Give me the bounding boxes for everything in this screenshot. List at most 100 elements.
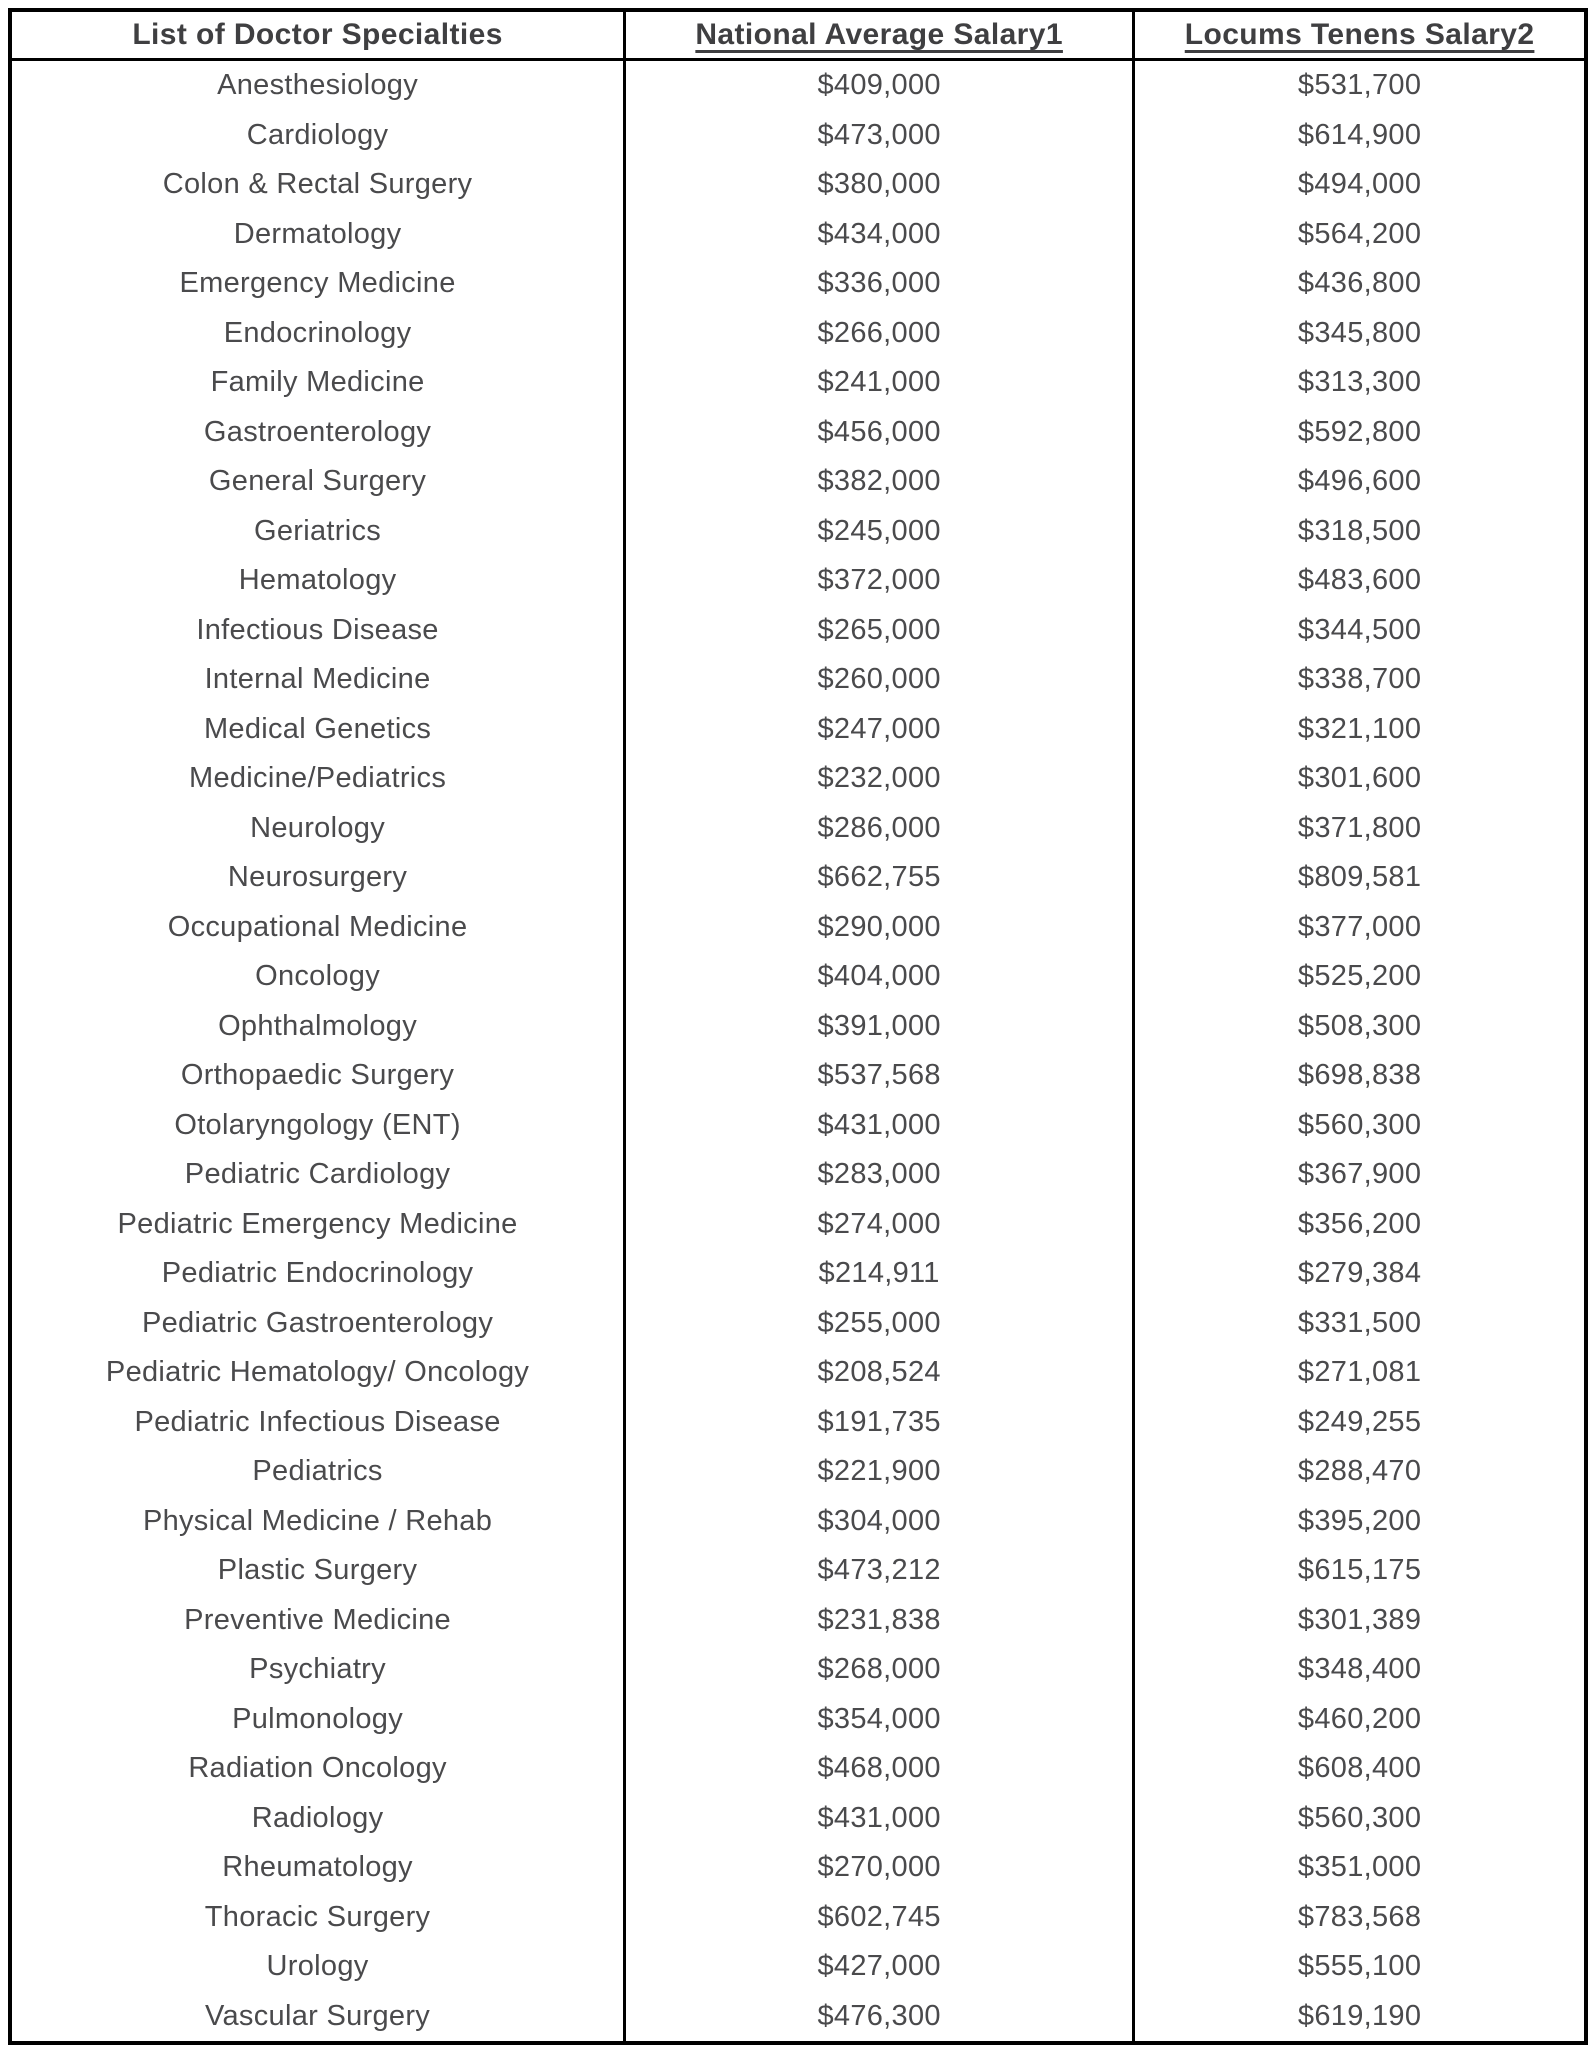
specialty-cell: Otolaryngology (ENT) (174, 1108, 461, 1141)
national-average-salary-cell: $304,000 (623, 1496, 1134, 1546)
table-row: Neurology $286,000 $371,800 (10, 803, 1586, 853)
national-average-salary-cell: $473,000 (623, 110, 1134, 160)
national-average-salary-cell: $391,000 (623, 1001, 1134, 1051)
locums-tenens-salary-cell: $783,568 (1132, 1892, 1586, 1942)
national-average-salary-cell: $382,000 (623, 457, 1134, 507)
national-average-salary-cell: $283,000 (623, 1150, 1134, 1200)
national-average-salary-cell: $290,000 (623, 902, 1134, 952)
table-row: Internal Medicine $260,000 $338,700 (10, 655, 1586, 705)
locums-tenens-salary-cell: $313,300 (1132, 358, 1586, 408)
table-row: Pulmonology $354,000 $460,200 (10, 1694, 1586, 1744)
table-row: Ophthalmology $391,000 $508,300 (10, 1001, 1586, 1051)
national-average-salary-cell: $266,000 (623, 308, 1134, 358)
specialty-cell: Internal Medicine (204, 663, 431, 696)
locums-tenens-salary-cell: $279,384 (1132, 1249, 1586, 1299)
national-average-salary-cell: $537,568 (623, 1051, 1134, 1101)
specialty-cell: Pulmonology (232, 1702, 404, 1735)
table-header: List of Doctor Specialties National Aver… (10, 10, 1586, 61)
specialty-cell: Medicine/Pediatrics (188, 762, 447, 795)
specialty-cell: Vascular Surgery (205, 1999, 431, 2032)
national-average-salary-cell: $270,000 (623, 1843, 1134, 1893)
specialty-cell: Physical Medicine / Rehab (142, 1504, 493, 1537)
header-row: List of Doctor Specialties National Aver… (10, 10, 1586, 61)
specialty-cell: Rheumatology (222, 1851, 413, 1884)
table-row: Radiology $431,000 $560,300 (10, 1793, 1586, 1843)
specialty-cell: Anesthesiology (217, 69, 418, 102)
locums-tenens-salary-cell: $344,500 (1132, 605, 1586, 655)
header-locums-tenens-salary: Locums Tenens Salary2 (1132, 10, 1586, 61)
table-row: Cardiology $473,000 $614,900 (10, 110, 1586, 160)
national-average-salary-cell: $260,000 (623, 655, 1134, 705)
national-average-salary-cell: $431,000 (623, 1793, 1134, 1843)
national-average-salary-cell: $404,000 (623, 952, 1134, 1002)
specialty-cell: Gastroenterology (203, 415, 432, 448)
specialty-cell: Family Medicine (210, 366, 425, 399)
specialty-cell: Pediatric Cardiology (184, 1158, 451, 1191)
locums-tenens-salary-cell: $321,100 (1132, 704, 1586, 754)
national-average-salary-cell: $434,000 (623, 209, 1134, 259)
table-row: Radiation Oncology $468,000 $608,400 (10, 1744, 1586, 1794)
locums-tenens-salary-cell: $560,300 (1132, 1100, 1586, 1150)
table-row: Oncology $404,000 $525,200 (10, 952, 1586, 1002)
national-average-salary-cell: $336,000 (623, 259, 1134, 309)
specialty-cell: Occupational Medicine (167, 910, 468, 943)
table-row: Anesthesiology $409,000 $531,700 (10, 59, 1586, 111)
table-row: Pediatric Hematology/ Oncology $208,524 $2… (10, 1348, 1586, 1398)
specialty-cell: Ophthalmology (218, 1009, 418, 1042)
locums-tenens-salary-cell: $338,700 (1132, 655, 1586, 705)
table-row: General Surgery $382,000 $496,600 (10, 457, 1586, 507)
locums-tenens-salary-cell: $619,190 (1132, 1991, 1586, 2043)
table-row: Preventive Medicine $231,838 $301,389 (10, 1595, 1586, 1645)
national-average-salary-cell: $232,000 (623, 754, 1134, 804)
table-row: Pediatric Emergency Medicine $274,000 $356… (10, 1199, 1586, 1249)
table-row: Plastic Surgery $473,212 $615,175 (10, 1546, 1586, 1596)
national-average-salary-cell: $241,000 (623, 358, 1134, 408)
national-average-salary-cell: $468,000 (623, 1744, 1134, 1794)
table-row: Occupational Medicine $290,000 $377,000 (10, 902, 1586, 952)
specialty-cell: General Surgery (208, 465, 427, 498)
specialty-cell: Pediatric Infectious Disease (134, 1405, 501, 1438)
locums-tenens-salary-cell: $531,700 (1132, 59, 1586, 111)
table-row: Pediatric Endocrinology $214,911 $279,384 (10, 1249, 1586, 1299)
specialty-cell: Plastic Surgery (217, 1554, 418, 1587)
table-row: Medical Genetics $247,000 $321,100 (10, 704, 1586, 754)
specialty-cell: Hematology (238, 564, 397, 597)
table-row: Thoracic Surgery $602,745 $783,568 (10, 1892, 1586, 1942)
national-average-salary-cell: $427,000 (623, 1942, 1134, 1992)
national-average-salary-cell: $191,735 (623, 1397, 1134, 1447)
national-average-salary-cell: $473,212 (623, 1546, 1134, 1596)
national-average-salary-cell: $231,838 (623, 1595, 1134, 1645)
header-locums-tenens-salary-label: Locums Tenens Salary2 (1184, 18, 1535, 51)
national-average-salary-cell: $268,000 (623, 1645, 1134, 1695)
header-specialties: List of Doctor Specialties (10, 10, 625, 61)
specialty-cell: Urology (266, 1950, 369, 1983)
table-row: Gastroenterology $456,000 $592,800 (10, 407, 1586, 457)
locums-tenens-salary-cell: $608,400 (1132, 1744, 1586, 1794)
national-average-salary-cell: $255,000 (623, 1298, 1134, 1348)
specialty-cell: Emergency Medicine (179, 267, 456, 300)
specialty-cell: Oncology (255, 960, 381, 993)
locums-tenens-salary-cell: $367,900 (1132, 1150, 1586, 1200)
specialty-cell: Radiology (251, 1801, 384, 1834)
national-average-salary-cell: $274,000 (623, 1199, 1134, 1249)
national-average-salary-cell: $662,755 (623, 853, 1134, 903)
table-row: Pediatric Gastroenterology $255,000 $331,5… (10, 1298, 1586, 1348)
national-average-salary-cell: $214,911 (623, 1249, 1134, 1299)
national-average-salary-cell: $286,000 (623, 803, 1134, 853)
locums-tenens-salary-cell: $301,600 (1132, 754, 1586, 804)
national-average-salary-cell: $409,000 (623, 59, 1134, 111)
table-row: Neurosurgery $662,755 $809,581 (10, 853, 1586, 903)
national-average-salary-cell: $354,000 (623, 1694, 1134, 1744)
national-average-salary-cell: $476,300 (623, 1991, 1134, 2043)
specialty-cell: Thoracic Surgery (204, 1900, 431, 1933)
specialty-cell: Pediatric Emergency Medicine (117, 1207, 518, 1240)
locums-tenens-salary-cell: $271,081 (1132, 1348, 1586, 1398)
table-row: Hematology $372,000 $483,600 (10, 556, 1586, 606)
specialty-cell: Medical Genetics (203, 712, 432, 745)
table-row: Infectious Disease $265,000 $344,500 (10, 605, 1586, 655)
specialty-cell: Endocrinology (223, 316, 412, 349)
locums-tenens-salary-cell: $508,300 (1132, 1001, 1586, 1051)
table-row: Otolaryngology (ENT) $431,000 $560,300 (10, 1100, 1586, 1150)
national-average-salary-cell: $431,000 (623, 1100, 1134, 1150)
locums-tenens-salary-cell: $564,200 (1132, 209, 1586, 259)
